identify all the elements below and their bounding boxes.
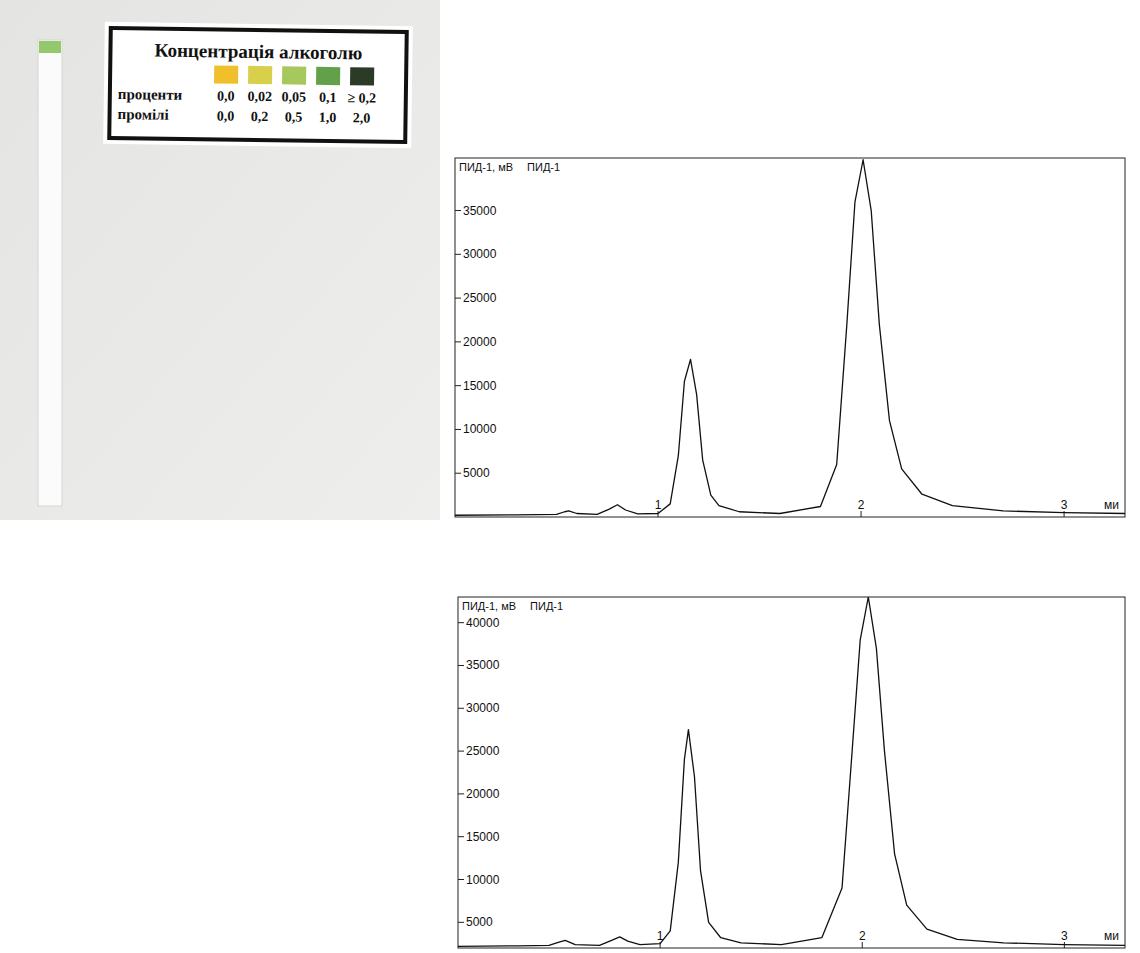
card-title: Концентрація алкоголю — [155, 40, 363, 64]
y-tick-label: 35000 — [463, 204, 497, 218]
permille-label: 1,0 — [319, 110, 337, 125]
y-tick — [458, 665, 464, 666]
strip-pad — [39, 41, 61, 53]
y-tick-label: 10000 — [463, 422, 497, 436]
percent-label: 0,05 — [281, 89, 306, 104]
swatch — [350, 67, 374, 85]
plot-frame — [455, 158, 1125, 517]
x-tick-label: 2 — [859, 929, 866, 943]
y-tick-label: 35000 — [466, 658, 500, 672]
y-tick — [458, 708, 464, 709]
chart-title: ПИД-1 — [527, 161, 560, 173]
x-axis-label: ми — [1104, 498, 1119, 512]
x-tick-label: 3 — [1061, 498, 1068, 512]
y-tick — [458, 751, 464, 752]
signal-line — [458, 597, 1125, 946]
photo: Концентрація алкоголю проценти промілі 0,0 0… — [0, 0, 440, 520]
y-tick-label: 25000 — [466, 744, 500, 758]
photo-background — [0, 0, 440, 520]
y-tick — [455, 341, 461, 342]
canvas: Концентрація алкоголю проценти промілі 0,0 0… — [0, 0, 1140, 953]
plot-frame — [458, 597, 1125, 948]
test-strip — [38, 40, 62, 506]
y-tick — [458, 622, 464, 623]
y-tick-label: 5000 — [466, 915, 493, 929]
percent-label: 0,02 — [247, 89, 272, 104]
permille-label: 2,0 — [353, 110, 371, 125]
y-axis-label: ПИД-1, мВ — [459, 161, 513, 173]
y-axis-label: ПИД-1, мВ — [462, 600, 516, 612]
y-tick-label: 10000 — [466, 873, 500, 887]
x-tick-label: 3 — [1061, 929, 1068, 943]
y-tick — [455, 254, 461, 255]
x-axis-label: ми — [1104, 929, 1119, 943]
card-paper — [103, 22, 413, 148]
y-tick — [455, 210, 461, 211]
y-tick — [458, 879, 464, 880]
y-tick — [458, 922, 464, 923]
y-tick — [455, 385, 461, 386]
y-tick-label: 20000 — [466, 787, 500, 801]
y-tick — [458, 836, 464, 837]
swatch — [282, 66, 306, 84]
y-tick-label: 40000 — [466, 616, 500, 630]
y-tick — [455, 298, 461, 299]
row-label: проценти — [118, 86, 183, 103]
chromatogram: 5000 10000 15000 20000 25000 30000 35000 1 2 3 ми П… — [455, 158, 1125, 517]
plot-area — [455, 160, 1125, 516]
percent-label: 0,0 — [217, 88, 235, 103]
y-tick — [455, 473, 461, 474]
colour-card: Концентрація алкоголю проценти промілі 0,0 0… — [103, 22, 413, 148]
permille-label: 0,2 — [251, 109, 269, 124]
y-tick — [458, 793, 464, 794]
y-tick-label: 5000 — [463, 466, 490, 480]
row-label: промілі — [117, 106, 168, 123]
y-tick-label: 20000 — [463, 335, 497, 349]
y-tick-label: 15000 — [466, 830, 500, 844]
permille-label: 0,0 — [217, 108, 235, 123]
card-border — [109, 28, 407, 142]
chromatogram: 5000100001500020000250003000035000400001… — [458, 597, 1125, 948]
x-tick-label: 2 — [858, 498, 865, 512]
swatch — [248, 66, 272, 84]
plot-area — [458, 597, 1125, 946]
signal-line — [455, 160, 1125, 516]
swatch — [214, 65, 238, 83]
percent-label: ≥ 0,2 — [347, 90, 376, 105]
y-tick-label: 15000 — [463, 379, 497, 393]
x-tick-label: 1 — [655, 498, 662, 512]
swatch — [316, 67, 340, 85]
y-tick-label: 25000 — [463, 291, 497, 305]
percent-label: 0,1 — [319, 90, 337, 105]
y-tick — [455, 429, 461, 430]
chart-title: ПИД-1 — [530, 600, 563, 612]
y-tick-label: 30000 — [463, 247, 497, 261]
y-tick-label: 30000 — [466, 701, 500, 715]
permille-label: 0,5 — [285, 109, 303, 124]
